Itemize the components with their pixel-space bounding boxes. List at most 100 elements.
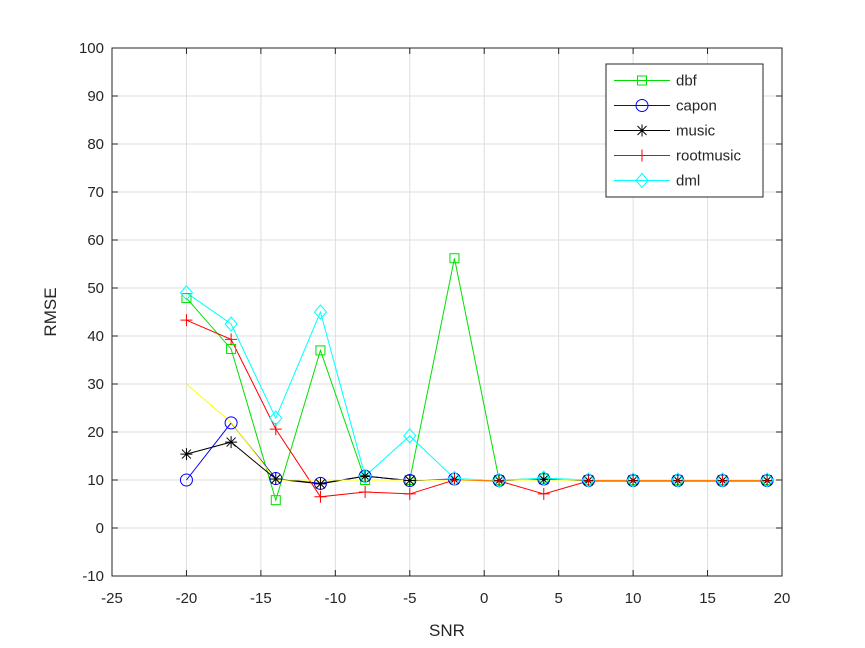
marker-diamond: [179, 285, 194, 301]
marker: [180, 448, 193, 461]
marker-star: [403, 474, 416, 487]
y-tick-label: 0: [96, 520, 104, 537]
marker: [671, 474, 684, 487]
marker: [269, 473, 282, 486]
marker-plus: [716, 474, 729, 487]
marker: [448, 474, 461, 486]
marker-plus: [627, 474, 640, 487]
marker-diamond: [635, 172, 649, 189]
x-tick-label: 0: [480, 590, 488, 607]
marker-diamond: [269, 410, 283, 426]
x-axis-label: SNR: [429, 621, 465, 640]
series-line: [186, 383, 768, 481]
marker-plus: [537, 487, 550, 500]
marker: [179, 285, 194, 301]
marker-circle: [179, 473, 193, 487]
x-tick-label: -15: [250, 590, 272, 607]
marker: [179, 473, 193, 487]
marker-star: [225, 436, 238, 449]
marker-diamond: [403, 428, 417, 444]
marker-diamond: [224, 316, 238, 332]
marker: [635, 172, 649, 189]
marker: [358, 468, 372, 484]
marker-plus: [403, 487, 416, 500]
marker-diamond: [358, 468, 372, 484]
marker-diamond: [715, 472, 730, 488]
axes-box: [111, 47, 783, 577]
y-axis-label: RMSE: [41, 287, 60, 336]
marker-diamond: [626, 472, 640, 488]
marker: [449, 253, 460, 264]
marker: [537, 473, 550, 486]
y-tick-label: 50: [87, 280, 104, 297]
x-tick-label: -10: [324, 590, 346, 607]
marker: [181, 293, 192, 304]
marker-diamond: [313, 304, 328, 320]
marker: [403, 487, 416, 500]
marker-plus: [359, 486, 372, 498]
marker: [493, 474, 506, 487]
marker: [359, 470, 372, 483]
marker: [224, 316, 238, 332]
marker: [403, 428, 417, 444]
y-tick-label: 90: [87, 88, 104, 105]
marker: [635, 99, 649, 112]
marker-square: [315, 345, 326, 356]
marker-plus: [493, 474, 506, 487]
marker-plus: [448, 474, 461, 486]
marker: [313, 304, 328, 320]
marker: [636, 124, 648, 137]
y-tick-label: 100: [79, 40, 104, 57]
marker: [225, 436, 238, 449]
marker-square: [270, 495, 281, 506]
marker-diamond: [581, 472, 596, 488]
marker: [671, 472, 685, 488]
marker-plus: [582, 474, 595, 487]
marker: [637, 75, 647, 86]
y-tick-label: 80: [87, 136, 104, 153]
marker-diamond: [447, 470, 462, 487]
marker-star: [269, 473, 282, 486]
marker: [716, 474, 729, 487]
x-tick-label: -5: [403, 590, 416, 607]
x-tick-label: -20: [176, 590, 198, 607]
marker: [581, 472, 596, 488]
marker-star: [180, 448, 193, 461]
marker: [225, 333, 238, 346]
marker-star: [359, 470, 372, 483]
marker-diamond: [671, 472, 685, 488]
marker: [715, 472, 730, 488]
marker-star: [636, 124, 648, 137]
marker: [760, 472, 774, 488]
marker: [492, 472, 506, 489]
y-tick-label: -10: [82, 568, 104, 585]
marker-plus: [225, 333, 238, 346]
x-tick-label: 15: [699, 590, 716, 607]
marker-square: [637, 75, 647, 86]
marker-diamond: [492, 472, 506, 489]
marker-circle: [635, 99, 649, 112]
marker: [269, 410, 283, 426]
marker: [626, 472, 640, 488]
x-tick-label: 20: [774, 590, 791, 607]
y-tick-label: 60: [87, 232, 104, 249]
marker: [447, 470, 462, 487]
marker: [314, 490, 327, 503]
marker-circle: [224, 416, 238, 430]
x-tick-label: 10: [625, 590, 642, 607]
marker: [315, 345, 326, 356]
marker-square: [181, 293, 192, 304]
legend-label: dbf: [676, 73, 698, 90]
marker-plus: [761, 474, 774, 487]
marker-plus: [636, 149, 648, 162]
marker: [582, 474, 595, 487]
legend-label: rootmusic: [676, 148, 742, 165]
marker: [627, 474, 640, 487]
legend-label: dml: [676, 173, 700, 190]
marker-star: [314, 477, 327, 490]
marker-plus: [180, 314, 193, 327]
marker: [314, 477, 327, 490]
marker-star: [537, 473, 550, 486]
marker-plus: [671, 474, 684, 487]
